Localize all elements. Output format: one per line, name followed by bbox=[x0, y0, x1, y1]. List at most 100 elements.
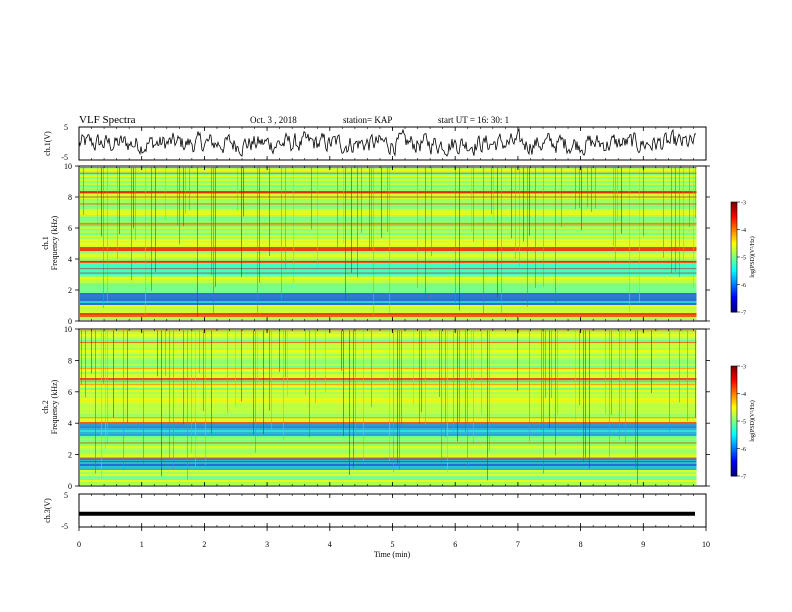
colorbar-segment bbox=[731, 384, 737, 387]
spectrogram-line bbox=[80, 172, 697, 174]
spectrogram-row bbox=[80, 348, 697, 350]
ch1-spec-yticks: 0 2 4 6 8 10 bbox=[64, 162, 710, 326]
colorbar-segment bbox=[731, 214, 737, 217]
colorbar-segment bbox=[731, 464, 737, 467]
spectrogram-column bbox=[679, 167, 680, 278]
spectrogram-column bbox=[447, 330, 448, 472]
spectrogram-column bbox=[387, 167, 388, 233]
spectrogram-column bbox=[305, 330, 306, 395]
spectrogram-row bbox=[80, 396, 697, 398]
colorbar-segment bbox=[731, 396, 737, 399]
spectrogram-column bbox=[177, 167, 178, 226]
colorbar-segment bbox=[731, 444, 737, 447]
spectrogram-line bbox=[80, 272, 697, 274]
colorbar-segment bbox=[731, 280, 737, 283]
spectrogram-column bbox=[117, 167, 118, 260]
colorbar-segment bbox=[731, 248, 737, 251]
spectrogram-row bbox=[80, 227, 697, 229]
spectrogram-row bbox=[80, 245, 697, 247]
spectrogram-column bbox=[357, 167, 358, 278]
spectrogram-row bbox=[80, 315, 697, 317]
colorbar-tick-label: -4 bbox=[741, 228, 746, 234]
colorbar-segment bbox=[731, 420, 737, 423]
xtick-label: 0 bbox=[77, 540, 81, 549]
spectrogram-column bbox=[285, 330, 286, 378]
spectrogram-column bbox=[555, 167, 556, 305]
spectrogram-line bbox=[80, 260, 697, 262]
spectrogram-column bbox=[345, 167, 346, 300]
spectrogram-row bbox=[80, 382, 697, 384]
spectrogram-row bbox=[80, 356, 697, 358]
spectrogram-column bbox=[679, 330, 680, 403]
spectrogram-column bbox=[487, 330, 488, 481]
spectrogram-line bbox=[80, 368, 697, 369]
spectrogram-row bbox=[80, 336, 697, 338]
spectrogram-row bbox=[80, 225, 697, 227]
spectrogram-column bbox=[185, 167, 186, 214]
colorbar-segment bbox=[731, 294, 737, 297]
spectrogram-row bbox=[80, 317, 697, 319]
spectrogram-column bbox=[609, 330, 610, 457]
colorbar-segment bbox=[731, 368, 737, 371]
spectrogram-row bbox=[80, 297, 697, 299]
colorbar-segment bbox=[731, 270, 737, 273]
spectrogram-column bbox=[389, 330, 390, 462]
spectrogram-line bbox=[80, 203, 697, 205]
colorbar-segment bbox=[731, 238, 737, 241]
colorbar-segment bbox=[731, 308, 737, 311]
spectrogram-column bbox=[591, 167, 592, 212]
spectrogram-column bbox=[107, 330, 108, 444]
colorbar-segment bbox=[731, 380, 737, 383]
ch1-frame bbox=[78, 126, 707, 161]
spectrogram-row bbox=[80, 281, 697, 283]
spectrogram-row bbox=[80, 434, 697, 436]
spectrogram-column bbox=[255, 330, 256, 453]
spectrogram-column bbox=[389, 167, 390, 314]
spectrogram-row bbox=[80, 470, 697, 472]
spectrogram-column bbox=[369, 167, 370, 251]
spectrogram-column bbox=[671, 167, 672, 274]
spectrogram-row bbox=[80, 412, 697, 414]
spectrogram-column bbox=[663, 167, 664, 258]
colorbar-segment bbox=[731, 404, 737, 407]
spectrogram-row bbox=[80, 428, 697, 430]
spectrogram-column bbox=[595, 167, 596, 209]
xtick-label: 5 bbox=[391, 540, 395, 549]
spectrogram-row bbox=[80, 420, 697, 422]
ch3-waveform-panel: 5 -5 ch.3(V) bbox=[43, 491, 707, 531]
colorbar-tick-label: -5 bbox=[741, 256, 746, 262]
spectrogram-row bbox=[80, 241, 697, 243]
colorbar-tick-label: -7 bbox=[741, 475, 746, 481]
spectrogram-row bbox=[80, 259, 697, 261]
spectrogram-column bbox=[611, 330, 612, 415]
ytick-label: 8 bbox=[68, 356, 72, 365]
spectrogram-column bbox=[613, 167, 614, 246]
spectrogram-column bbox=[431, 167, 432, 257]
spectrogram-column bbox=[237, 167, 238, 211]
spectrogram-row bbox=[80, 275, 697, 277]
spectrogram-column bbox=[515, 167, 516, 259]
spectrogram-row bbox=[80, 229, 697, 231]
colorbar-segment bbox=[731, 204, 737, 207]
colorbar-segment bbox=[731, 382, 737, 385]
spectrogram-column bbox=[693, 167, 694, 290]
colorbar-segment bbox=[731, 268, 737, 271]
spectrogram-column bbox=[133, 167, 134, 229]
spectrogram-line bbox=[80, 192, 697, 194]
colorbar-segment bbox=[731, 440, 737, 443]
colorbar-segment bbox=[731, 236, 737, 239]
colorbar-segment bbox=[731, 258, 737, 261]
spectrogram-row bbox=[80, 199, 697, 201]
spectrogram-column bbox=[401, 330, 402, 428]
ytick-label: 4 bbox=[68, 419, 72, 428]
colorbar-segment bbox=[731, 438, 737, 441]
spectrogram-column bbox=[695, 167, 696, 219]
colorbar-tick-label: -6 bbox=[741, 283, 746, 289]
colorbar-segment bbox=[731, 306, 737, 309]
date-label: Oct. 3 , 2018 bbox=[250, 115, 297, 125]
start-time-label: start UT = 16: 30: 1 bbox=[438, 115, 509, 125]
spectrogram-row bbox=[80, 205, 697, 207]
spectrogram-column bbox=[81, 330, 82, 385]
spectrogram-column bbox=[241, 167, 242, 278]
station-label: station= KAP bbox=[343, 115, 392, 125]
